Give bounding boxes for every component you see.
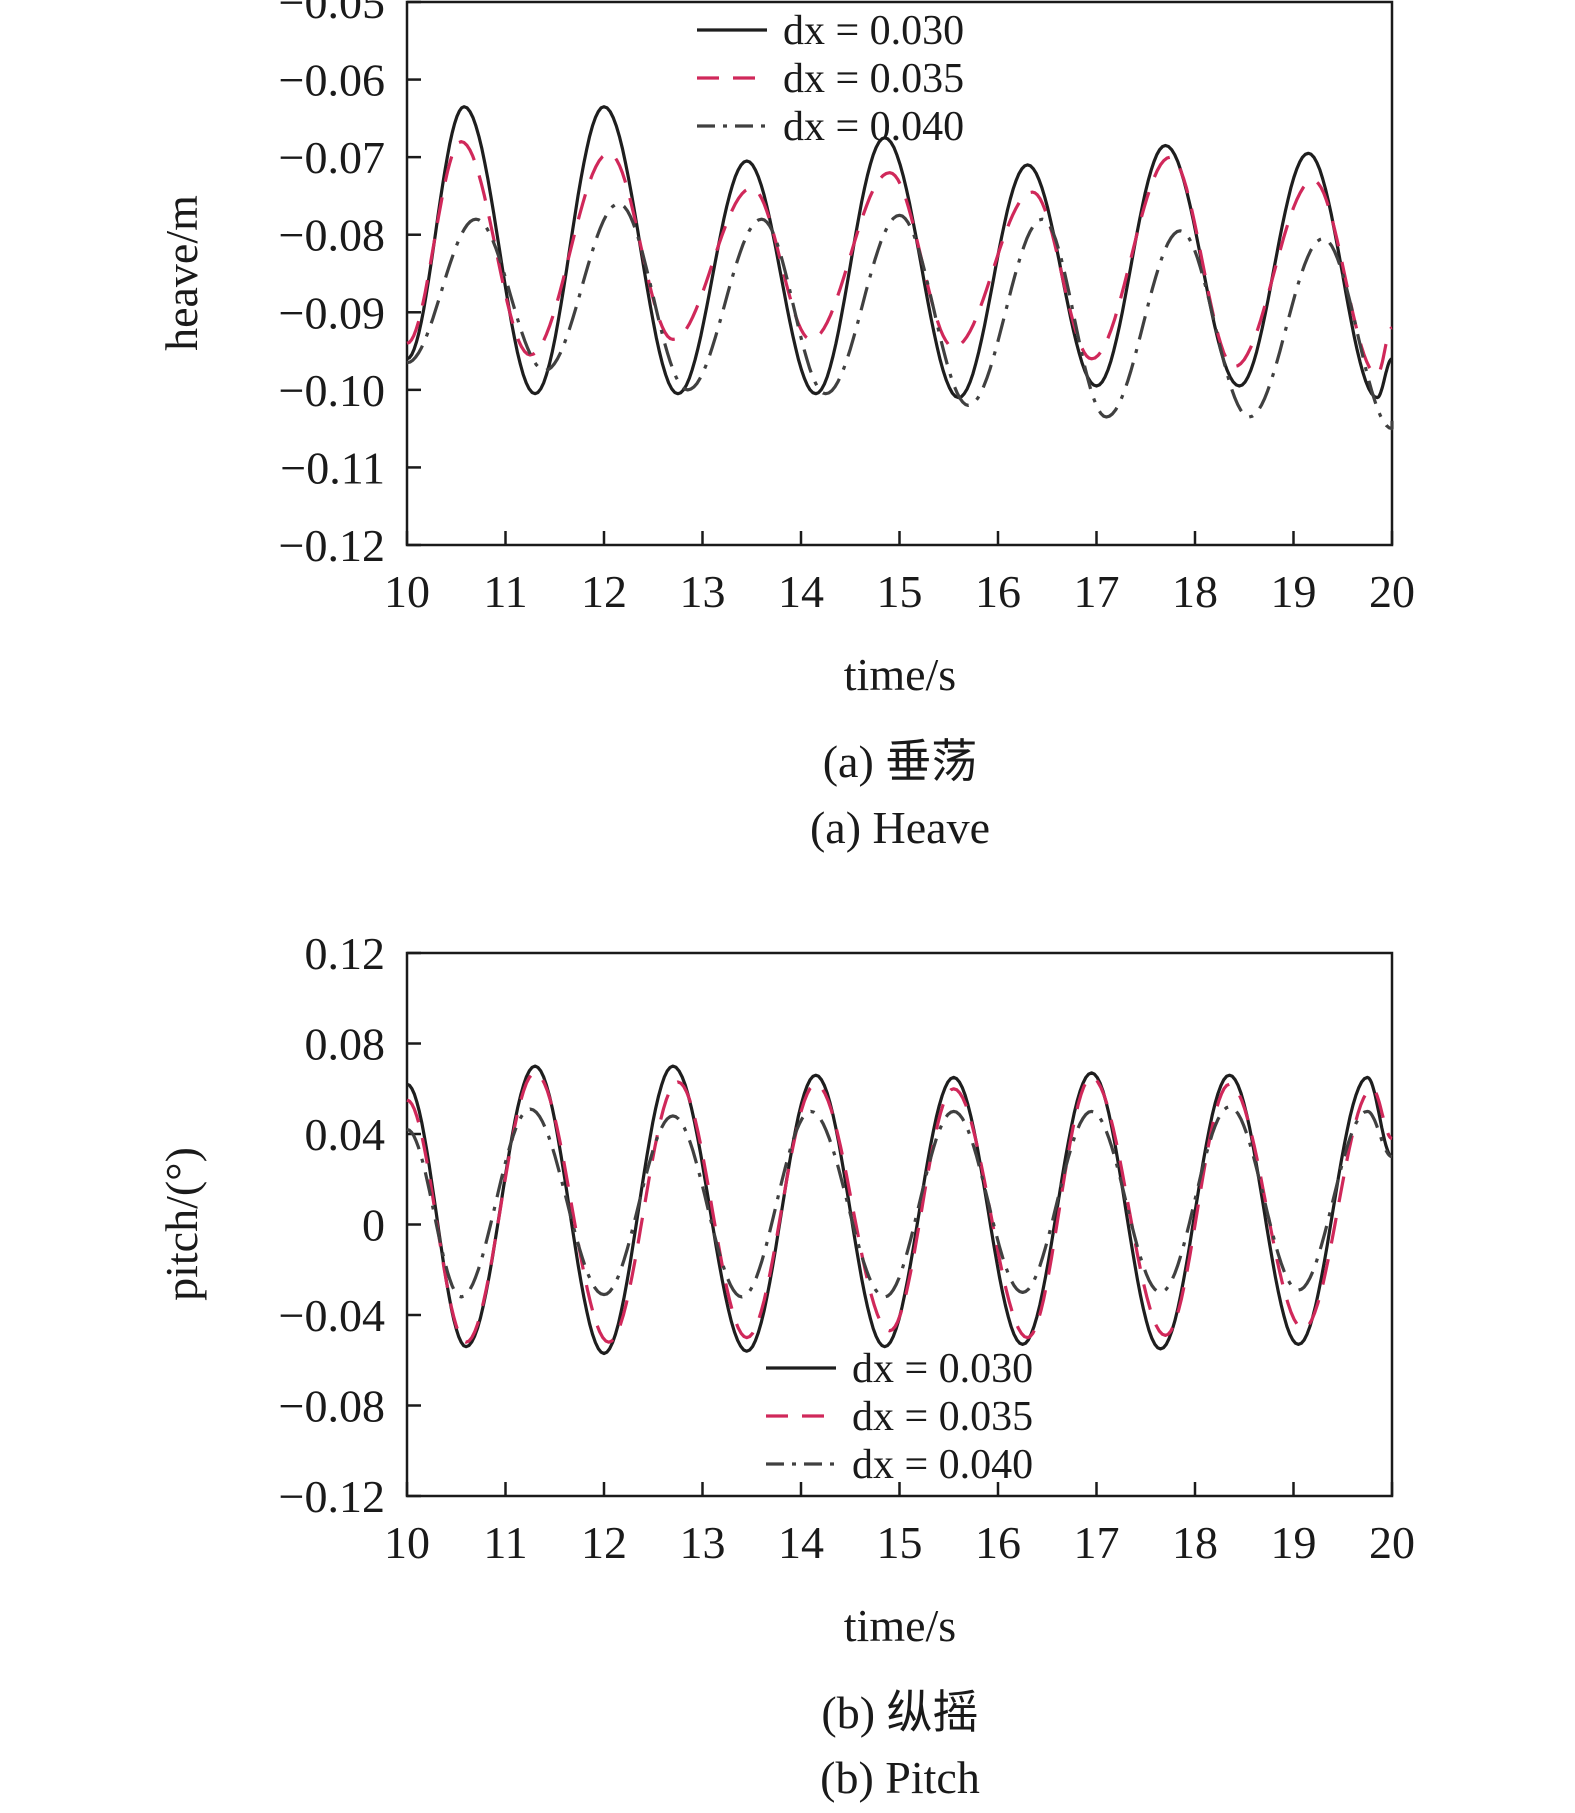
heave-y-tick-label: −0.11: [280, 442, 385, 493]
heave-x-tick-label: 19: [1271, 566, 1317, 617]
heave-ticks: 10 11 12 13 14 15 16 17 18 19 20 −0.05 −0.06 −0.07 −0.…: [279, 0, 1415, 617]
heave-legend-label-1: dx = 0.030: [783, 8, 964, 54]
pitch-x-tick-label: 10: [384, 1517, 430, 1568]
pitch-chart: 10 11 12 13 14 15 16 17 18 19 20 0.12 0.08 0.04 0 −0.04…: [156, 928, 1415, 1803]
pitch-series-line-2: [406, 1071, 1393, 1344]
heave-y-tick-label: −0.10: [279, 365, 385, 416]
pitch-x-tick-label: 13: [680, 1517, 726, 1568]
heave-x-tick-label: 16: [975, 566, 1021, 617]
pitch-x-tick-label: 17: [1074, 1517, 1120, 1568]
pitch-legend-label-3: dx = 0.040: [852, 1442, 1033, 1488]
heave-legend-label-2: dx = 0.035: [783, 56, 964, 102]
heave-caption-cn: (a) 垂荡: [823, 736, 978, 787]
pitch-x-tick-label: 11: [483, 1517, 527, 1568]
heave-x-tick-label: 20: [1369, 566, 1415, 617]
heave-x-tick-label: 14: [778, 566, 824, 617]
pitch-y-tick-label: −0.12: [279, 1471, 385, 1522]
pitch-caption-cn: (b) 纵摇: [821, 1687, 978, 1738]
pitch-x-tick-label: 15: [877, 1517, 923, 1568]
pitch-legend-label-2: dx = 0.035: [852, 1394, 1033, 1440]
heave-x-tick-label: 12: [581, 566, 627, 617]
heave-chart: 10 11 12 13 14 15 16 17 18 19 20 −0.05 −0.06 −0.07 −0.…: [156, 0, 1415, 853]
pitch-x-tick-label: 12: [581, 1517, 627, 1568]
pitch-y-tick-label: 0.12: [305, 928, 386, 979]
pitch-x-tick-label: 20: [1369, 1517, 1415, 1568]
pitch-x-tick-label: 14: [778, 1517, 824, 1568]
heave-x-axis-label: time/s: [844, 649, 956, 700]
heave-y-tick-label: −0.06: [279, 55, 385, 106]
heave-x-tick-label: 18: [1172, 566, 1218, 617]
pitch-legend-label-1: dx = 0.030: [852, 1346, 1033, 1392]
heave-legend-label-3: dx = 0.040: [783, 104, 964, 150]
heave-y-tick-label: −0.12: [279, 520, 385, 571]
pitch-series-line-3: [406, 1105, 1393, 1299]
pitch-y-tick-label: −0.08: [279, 1381, 385, 1432]
heave-y-tick-label: −0.07: [279, 132, 385, 183]
heave-series-line-3: [406, 202, 1394, 431]
heave-y-axis-label: heave/m: [156, 195, 207, 351]
pitch-y-tick-label: 0.08: [305, 1019, 386, 1070]
heave-series-line-1: [406, 105, 1394, 400]
pitch-series-lines: [406, 1064, 1393, 1356]
pitch-y-tick-label: 0: [362, 1200, 385, 1251]
heave-x-tick-label: 13: [680, 566, 726, 617]
heave-y-tick-label: −0.09: [279, 287, 385, 338]
pitch-x-tick-label: 16: [975, 1517, 1021, 1568]
heave-caption-en: (a) Heave: [810, 802, 990, 853]
heave-series-lines: [406, 105, 1394, 431]
heave-x-tick-label: 15: [877, 566, 923, 617]
pitch-x-tick-label: 19: [1271, 1517, 1317, 1568]
heave-y-tick-label: −0.08: [279, 210, 385, 261]
heave-x-tick-label: 11: [483, 566, 527, 617]
pitch-y-tick-label: 0.04: [305, 1109, 386, 1160]
pitch-y-axis-label: pitch/(°): [156, 1147, 207, 1301]
pitch-x-tick-label: 18: [1172, 1517, 1218, 1568]
pitch-caption-en: (b) Pitch: [820, 1752, 980, 1803]
pitch-y-tick-label: −0.04: [279, 1290, 385, 1341]
heave-y-tick-label: −0.05: [279, 0, 385, 28]
heave-x-tick-label: 10: [384, 566, 430, 617]
heave-x-tick-label: 17: [1074, 566, 1120, 617]
pitch-ticks: 10 11 12 13 14 15 16 17 18 19 20 0.12 0.08 0.04 0 −0.04…: [279, 928, 1415, 1568]
pitch-x-axis-label: time/s: [844, 1600, 956, 1651]
